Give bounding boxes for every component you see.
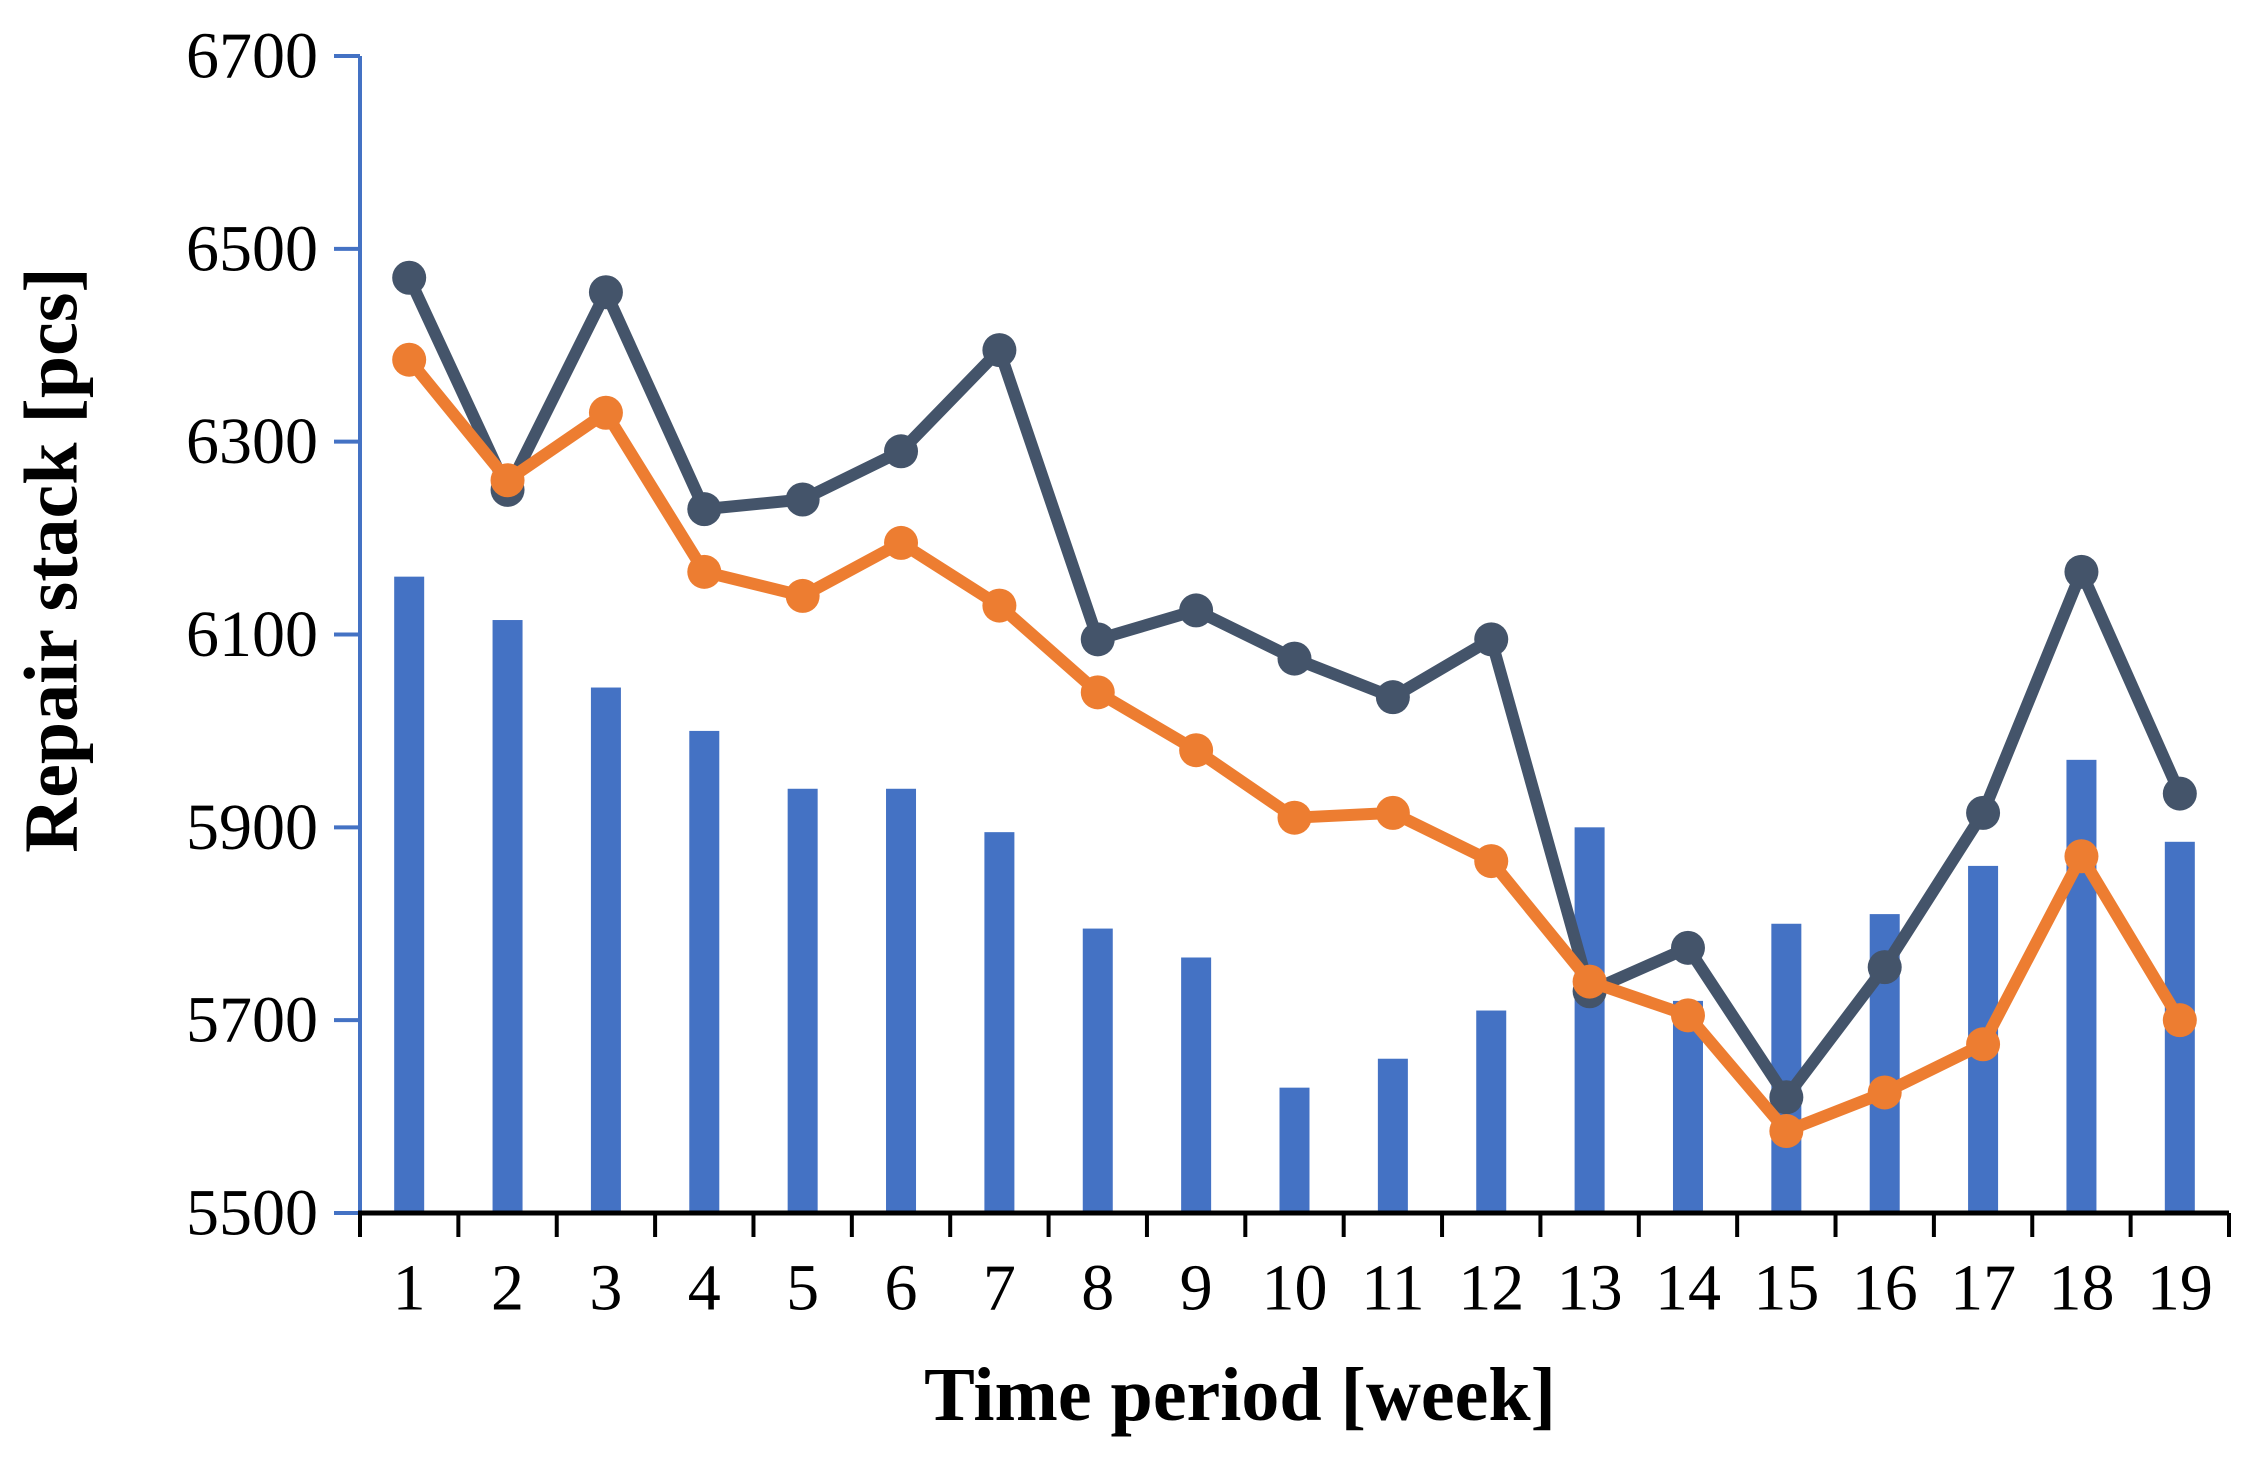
lower-orange-line-marker-week-12 — [1474, 844, 1509, 879]
bar-week-12 — [1476, 1010, 1507, 1213]
upper-dark-line-marker-week-14 — [1670, 930, 1705, 965]
upper-dark-line-marker-week-3 — [588, 275, 623, 310]
x-tick-label: 18 — [2048, 1252, 2114, 1325]
bar-week-11 — [1377, 1058, 1408, 1213]
bar-week-15 — [1771, 923, 1802, 1213]
lower-orange-line-marker-week-9 — [1179, 733, 1214, 768]
y-axis-title: Repair stack [pcs] — [9, 267, 94, 853]
lower-orange-line-marker-week-18 — [2064, 839, 2099, 874]
x-tick-label: 7 — [983, 1252, 1016, 1325]
y-tick-label: 5900 — [186, 791, 318, 864]
upper-dark-line-marker-week-7 — [982, 333, 1017, 368]
y-tick-label: 6100 — [186, 598, 318, 671]
bar-week-13 — [1574, 827, 1605, 1213]
lower-orange-line-marker-week-6 — [884, 525, 919, 560]
lower-orange-line-marker-week-8 — [1080, 675, 1115, 710]
y-tick-label: 5500 — [186, 1177, 318, 1250]
lower-orange-line-marker-week-19 — [2162, 1003, 2197, 1038]
x-tick-label: 6 — [885, 1252, 918, 1325]
x-tick-label: 9 — [1180, 1252, 1213, 1325]
lower-orange-line-marker-week-13 — [1572, 964, 1607, 999]
lower-orange-line-marker-week-7 — [982, 588, 1017, 623]
x-tick-label: 4 — [688, 1252, 721, 1325]
upper-dark-line-marker-week-1 — [392, 260, 427, 295]
upper-dark-line-marker-week-16 — [1867, 950, 1902, 985]
lower-orange-line-marker-week-11 — [1375, 795, 1410, 830]
upper-dark-line-marker-week-19 — [2162, 776, 2197, 811]
bar-week-6 — [886, 788, 917, 1213]
lower-orange-line-marker-week-4 — [687, 554, 722, 589]
lower-orange-line-marker-week-10 — [1277, 800, 1312, 835]
upper-dark-line-marker-week-5 — [785, 482, 820, 517]
x-tick-label: 11 — [1361, 1252, 1425, 1325]
bar-week-3 — [590, 687, 621, 1213]
bar-week-18 — [2066, 759, 2097, 1213]
x-tick-label: 17 — [1950, 1252, 2016, 1325]
y-tick-label: 6500 — [186, 212, 318, 285]
upper-dark-line-marker-week-8 — [1080, 622, 1115, 657]
lower-orange-line-marker-week-17 — [1966, 1027, 2001, 1062]
y-tick-label: 6300 — [186, 405, 318, 478]
x-tick-label: 14 — [1655, 1252, 1721, 1325]
upper-dark-line-path — [403, 271, 2186, 1104]
x-tick-label: 10 — [1262, 1252, 1328, 1325]
bar-week-4 — [689, 730, 720, 1213]
lower-orange-line-marker-week-1 — [392, 342, 427, 377]
upper-dark-line-marker-week-12 — [1474, 622, 1509, 657]
upper-dark-line-marker-week-17 — [1966, 795, 2001, 830]
bar-week-10 — [1279, 1087, 1310, 1213]
upper-dark-line-marker-week-4 — [687, 492, 722, 527]
upper-dark-line-marker-week-18 — [2064, 554, 2099, 589]
x-tick-label: 15 — [1753, 1252, 1819, 1325]
upper-dark-line-marker-week-11 — [1375, 680, 1410, 715]
x-tick-label: 19 — [2147, 1252, 2213, 1325]
bar-week-2 — [492, 620, 523, 1213]
lower-orange-line-marker-week-15 — [1769, 1114, 1804, 1149]
x-tick-label: 3 — [589, 1252, 622, 1325]
upper-dark-line-marker-week-15 — [1769, 1080, 1804, 1115]
x-tick-label: 1 — [393, 1252, 426, 1325]
lower-orange-line-marker-week-14 — [1670, 998, 1705, 1033]
x-tick-label: 13 — [1557, 1252, 1623, 1325]
bar-week-1 — [394, 576, 425, 1213]
bar-week-5 — [787, 788, 818, 1213]
lower-orange-line-path — [403, 353, 2186, 1138]
y-tick-label: 5700 — [186, 984, 318, 1057]
lower-orange-line-marker-week-2 — [490, 463, 525, 498]
upper-dark-line-marker-week-9 — [1179, 593, 1214, 628]
lower-orange-line-marker-week-16 — [1867, 1075, 1902, 1110]
lower-orange-line-marker-week-5 — [785, 578, 820, 613]
x-tick-label: 8 — [1081, 1252, 1114, 1325]
bar-week-8 — [1082, 928, 1113, 1213]
upper-dark-line-marker-week-10 — [1277, 641, 1312, 676]
x-tick-label: 5 — [786, 1252, 819, 1325]
x-tick-label: 16 — [1852, 1252, 1918, 1325]
upper-dark-line-marker-week-6 — [884, 434, 919, 469]
x-axis-title: Time period [week] — [924, 1353, 1556, 1437]
bar-week-9 — [1181, 957, 1212, 1213]
x-tick-label: 12 — [1458, 1252, 1524, 1325]
lower-orange-line-marker-week-3 — [588, 395, 623, 430]
x-tick-label: 2 — [491, 1252, 524, 1325]
bar-week-7 — [984, 832, 1015, 1213]
y-tick-label: 6700 — [186, 20, 318, 93]
